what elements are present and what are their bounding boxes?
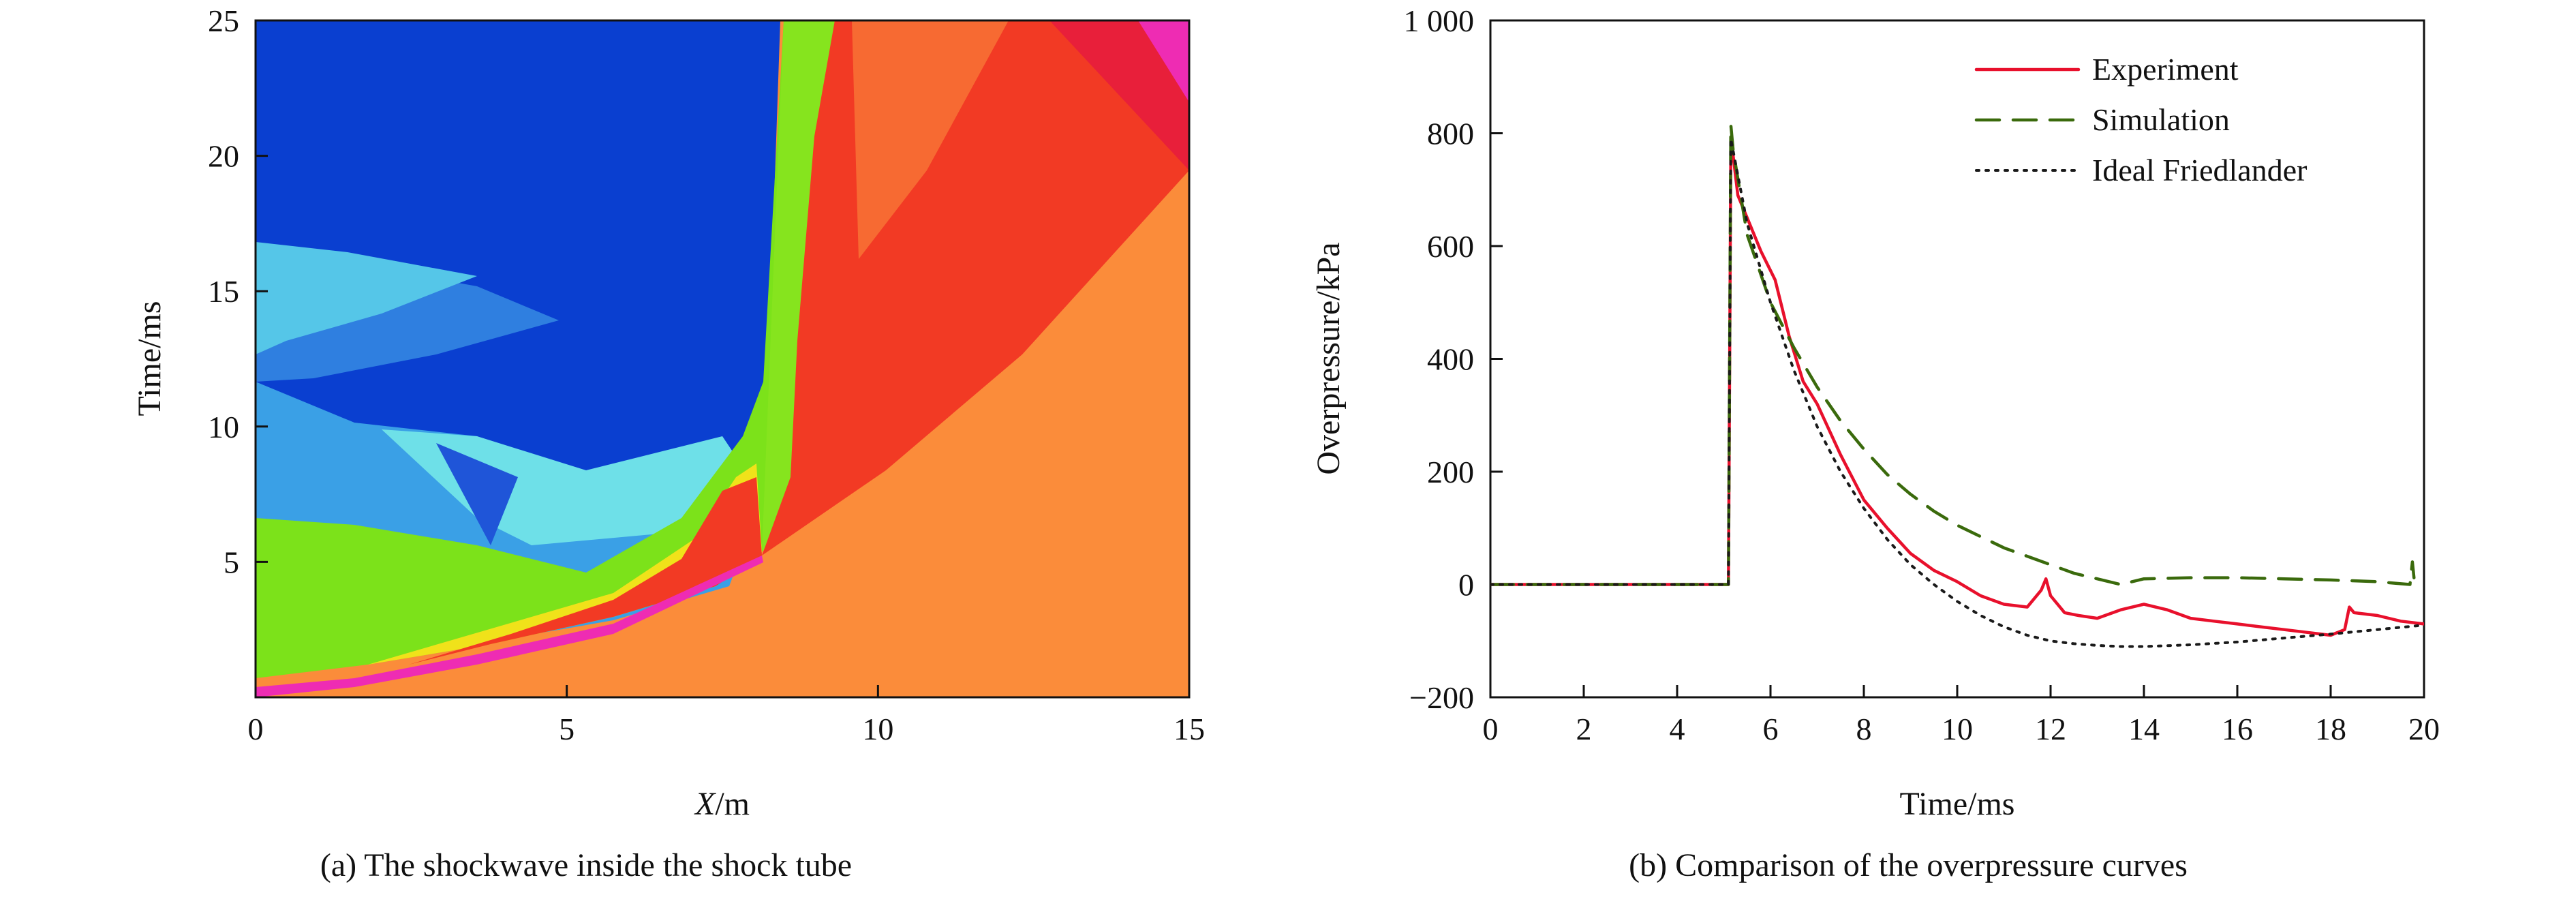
x-tick-label-a-3: 15 [1174,712,1205,746]
x-tick-label-b-0: 0 [1483,712,1499,746]
ticks-b: 0 2 4 6 8 10 12 14 16 18 20 −200 0 200 400 600 800 1 000 [1404,3,2440,746]
legend: Experiment Simulation Ideal Friedlander [1974,52,2307,187]
x-axis-label-b: Time/ms [1900,786,2015,822]
x-tick-label-b-3: 6 [1763,712,1779,746]
x-tick-label-a-2: 10 [862,712,893,746]
y-axis-label-a: Time/ms [132,301,168,416]
x-tick-label-b-6: 12 [2035,712,2066,746]
heatmap-field [256,20,1189,697]
region-cyan-lower [382,429,750,545]
region-dark-notch [436,443,518,545]
x-tick-label-b-5: 10 [1942,712,1973,746]
caption-b: (b) Comparison of the overpressure curve… [1629,847,2188,883]
y-tick-label-b-2: 200 [1427,455,1474,489]
y-tick-label-a-3: 20 [208,139,239,174]
region-magenta-top [1138,20,1189,102]
y-axis-label-b: Overpressure/kPa [1310,242,1347,474]
x-tick-label-a-1: 5 [559,712,574,746]
region-reflected-top [1049,20,1189,170]
y-tick-label-b-0: −200 [1409,680,1474,715]
plot-frame-a [254,19,1191,699]
region-green [256,20,835,678]
y-tick-label-a-0: 5 [224,545,239,579]
x-tick-label-b-1: 2 [1576,712,1592,746]
y-tick-label-b-3: 400 [1427,342,1474,377]
plot-frame-b [1489,19,2425,699]
x-tick-label-b-7: 14 [2128,712,2160,746]
region-compressed-lower [409,477,762,665]
y-tick-label-b-4: 600 [1427,229,1474,264]
y-tick-label-a-4: 25 [208,3,239,38]
y-tick-label-a-2: 15 [208,274,239,309]
legend-label-1: Simulation [2092,102,2230,137]
y-tick-label-b-6: 1 000 [1404,3,1475,38]
x-tick-label-a-0: 0 [248,712,264,746]
region-magenta-band [256,556,763,697]
legend-label-2: Ideal Friedlander [2092,153,2307,187]
ticks-a: 0 5 10 15 5 10 15 20 25 [208,3,1205,746]
region-green-upper [762,20,835,552]
caption-a: (a) The shockwave inside the shock tube [320,847,852,883]
y-tick-label-b-1: 0 [1458,568,1474,603]
region-orange-wedge [852,20,1009,259]
series-group [1490,123,2424,648]
series-line-experiment [1490,145,2424,637]
panel-a-heatmap: 0 5 10 15 5 10 15 20 25 X/m Time/ms (a) The shoc… [132,3,1205,883]
y-tick-label-a-1: 10 [208,410,239,444]
y-tick-label-b-5: 800 [1427,117,1474,151]
x-tick-label-b-2: 4 [1670,712,1685,746]
x-axis-label-a: X/m [694,786,750,822]
x-tick-label-b-4: 8 [1856,712,1872,746]
region-cyan-wedge [256,242,477,354]
x-tick-label-b-8: 16 [2222,712,2253,746]
x-tick-label-b-10: 20 [2408,712,2440,746]
legend-label-0: Experiment [2092,52,2239,87]
x-tick-label-b-9: 18 [2315,712,2346,746]
